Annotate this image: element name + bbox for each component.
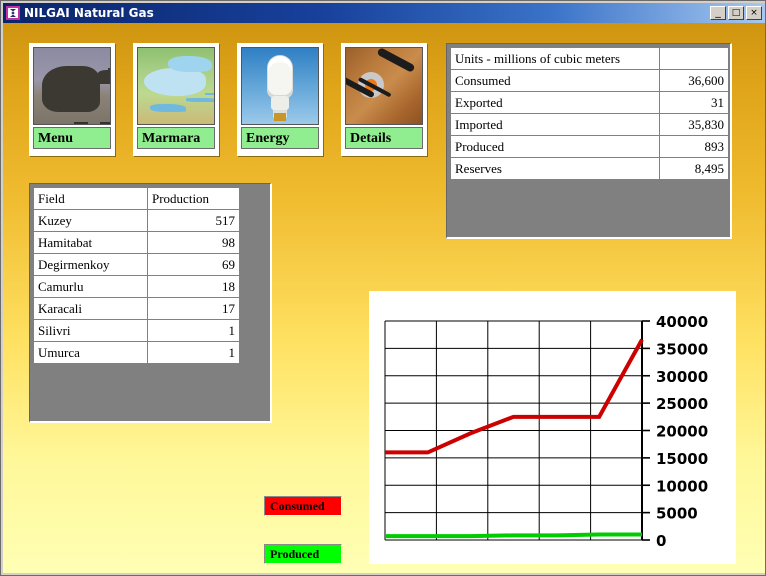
nilgai-antelope-photo-icon [33, 47, 111, 125]
svg-text:40000: 40000 [656, 313, 708, 331]
line-chart: 0 5000 10000 15000 20000 25000 30000 35000 40000 [384, 313, 708, 550]
legend-label-produced: Produced [270, 546, 320, 561]
svg-text:0: 0 [656, 532, 666, 550]
field-name: Umurca [33, 341, 148, 364]
svg-text:35000: 35000 [656, 340, 708, 358]
close-button[interactable]: × [746, 6, 762, 20]
title-bar[interactable]: NILGAI Natural Gas _ □ × [3, 3, 765, 23]
field-name: Kuzey [33, 209, 148, 232]
chart-y-axis-ticks [641, 320, 650, 541]
button-energy[interactable]: Energy [237, 43, 323, 156]
field-production: 69 [147, 253, 240, 276]
units-row-value: 8,495 [659, 157, 729, 180]
units-table: Units - millions of cubic meters Consume… [450, 47, 729, 180]
units-row-value: 31 [659, 91, 729, 114]
marmara-region-map-icon [137, 47, 215, 125]
button-menu-label: Menu [33, 127, 111, 149]
svg-text:5000: 5000 [656, 505, 698, 523]
units-table-header: Units - millions of cubic meters [450, 47, 660, 70]
table-row: Hamitabat 98 [33, 231, 240, 254]
table-row: Units - millions of cubic meters [450, 47, 729, 70]
fields-panel: Field Production Kuzey 517 Hamitabat 98 … [29, 183, 272, 423]
field-name: Hamitabat [33, 231, 148, 254]
app-icon [6, 6, 20, 20]
minimize-button[interactable]: _ [710, 6, 726, 20]
close-icon: × [750, 7, 758, 18]
svg-text:30000: 30000 [656, 368, 708, 386]
svg-text:10000: 10000 [656, 477, 708, 495]
svg-text:15000: 15000 [656, 450, 708, 468]
chart-panel: 0 5000 10000 15000 20000 25000 30000 35000 40000 [369, 291, 736, 564]
legend-item-consumed[interactable]: Consumed [264, 496, 342, 516]
units-row-label: Imported [450, 113, 660, 136]
window-controls: _ □ × [710, 6, 762, 20]
units-row-label: Produced [450, 135, 660, 158]
units-row-label: Reserves [450, 157, 660, 180]
table-row: Silivri 1 [33, 319, 240, 342]
field-production: 17 [147, 297, 240, 320]
units-table-header-value [659, 47, 729, 70]
table-row: Umurca 1 [33, 341, 240, 364]
button-marmara[interactable]: Marmara [133, 43, 219, 156]
field-production: 98 [147, 231, 240, 254]
table-row: Reserves 8,495 [450, 157, 729, 180]
field-name: Karacali [33, 297, 148, 320]
fields-column-production: Production [147, 187, 240, 210]
table-row: Consumed 36,600 [450, 69, 729, 92]
table-row: Karacali 17 [33, 297, 240, 320]
chart-gridlines [384, 320, 643, 541]
field-production: 517 [147, 209, 240, 232]
table-row: Exported 31 [450, 91, 729, 114]
button-details[interactable]: Details [341, 43, 427, 156]
maximize-button[interactable]: □ [728, 6, 744, 20]
table-row: Kuzey 517 [33, 209, 240, 232]
table-row: Field Production [33, 187, 240, 210]
units-row-label: Consumed [450, 69, 660, 92]
field-name: Degirmenkoy [33, 253, 148, 276]
units-row-value: 893 [659, 135, 729, 158]
chart-series-lines [385, 338, 644, 539]
window-title: NILGAI Natural Gas [24, 6, 154, 20]
legend-item-produced[interactable]: Produced [264, 544, 342, 564]
svg-text:25000: 25000 [656, 395, 708, 413]
button-marmara-label: Marmara [137, 127, 215, 149]
table-row: Produced 893 [450, 135, 729, 158]
chart-y-axis-labels: 0 5000 10000 15000 20000 25000 30000 35000 40000 [656, 313, 708, 550]
client-area: Menu Marmara Energy Details Units - mill… [3, 23, 765, 573]
button-details-label: Details [345, 127, 423, 149]
legend-label-consumed: Consumed [270, 498, 325, 513]
field-production: 1 [147, 319, 240, 342]
svg-text:20000: 20000 [656, 423, 708, 441]
maximize-icon: □ [731, 7, 741, 18]
field-production: 1 [147, 341, 240, 364]
button-menu[interactable]: Menu [29, 43, 115, 156]
pipe-wrench-icon [345, 47, 423, 125]
field-name: Silivri [33, 319, 148, 342]
field-name: Camurlu [33, 275, 148, 298]
table-row: Degirmenkoy 69 [33, 253, 240, 276]
fields-table: Field Production Kuzey 517 Hamitabat 98 … [33, 187, 240, 364]
field-production: 18 [147, 275, 240, 298]
table-row: Imported 35,830 [450, 113, 729, 136]
minimize-icon: _ [715, 5, 721, 18]
compact-fluorescent-bulb-icon [241, 47, 319, 125]
units-panel: Units - millions of cubic meters Consume… [446, 43, 732, 239]
units-row-value: 35,830 [659, 113, 729, 136]
units-row-label: Exported [450, 91, 660, 114]
fields-column-field: Field [33, 187, 148, 210]
table-row: Camurlu 18 [33, 275, 240, 298]
units-row-value: 36,600 [659, 69, 729, 92]
button-energy-label: Energy [241, 127, 319, 149]
